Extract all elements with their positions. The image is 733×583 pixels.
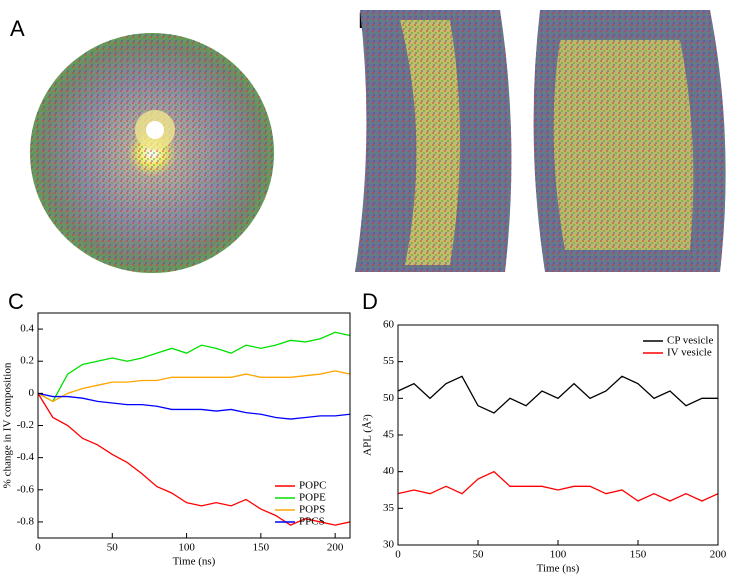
x-tick-label: 0 <box>35 542 41 554</box>
series-line <box>37 393 351 526</box>
y-tick-label: -0.8 <box>17 515 35 527</box>
bilayer-image <box>355 10 726 272</box>
panel-label: A <box>10 16 25 41</box>
x-tick-label: 50 <box>107 542 119 554</box>
x-tick-label: 0 <box>395 549 401 561</box>
panel-label: D <box>362 289 378 314</box>
x-axis-label: Time (ns) <box>537 563 580 575</box>
legend-label: POPS <box>299 504 325 516</box>
y-tick-label: 35 <box>383 502 395 514</box>
y-tick-label: 60 <box>383 319 395 331</box>
series-line <box>397 375 718 414</box>
legend-label: CP vesicle <box>667 335 713 347</box>
y-tick-label: 0 <box>29 387 35 399</box>
series-line <box>37 331 351 403</box>
x-tick-label: 50 <box>473 549 485 561</box>
y-tick-label: 0.2 <box>20 355 34 367</box>
y-tick-label: -0.2 <box>17 419 34 431</box>
y-tick-label: 55 <box>383 355 395 367</box>
x-tick-label: 100 <box>178 542 195 554</box>
y-axis-label: APL (Å²) <box>362 414 374 456</box>
y-tick-label: 0.4 <box>20 323 34 335</box>
x-tick-label: 150 <box>630 549 647 561</box>
x-tick-label: 200 <box>327 542 344 554</box>
x-tick-label: 200 <box>710 549 727 561</box>
y-tick-label: 50 <box>383 392 395 404</box>
y-tick-label: -0.4 <box>17 451 35 463</box>
legend-label: POPC <box>299 480 327 492</box>
series-line <box>37 392 351 420</box>
y-tick-label: -0.6 <box>17 483 35 495</box>
x-axis-label: Time (ns) <box>173 556 216 568</box>
x-tick-label: 150 <box>253 542 270 554</box>
x-tick-label: 100 <box>550 549 567 561</box>
y-tick-label: 30 <box>383 539 395 551</box>
legend-label: IV vesicle <box>667 347 712 359</box>
legend-label: POPE <box>299 492 326 504</box>
series-line <box>37 370 351 403</box>
panel-label: C <box>8 289 24 314</box>
y-tick-label: 40 <box>383 465 395 477</box>
series-line <box>397 470 719 502</box>
legend-label: PPCS <box>299 516 325 528</box>
y-axis-label: % change in IV composition <box>2 362 14 488</box>
y-tick-label: 45 <box>383 429 395 441</box>
vesicle-image <box>30 33 274 273</box>
